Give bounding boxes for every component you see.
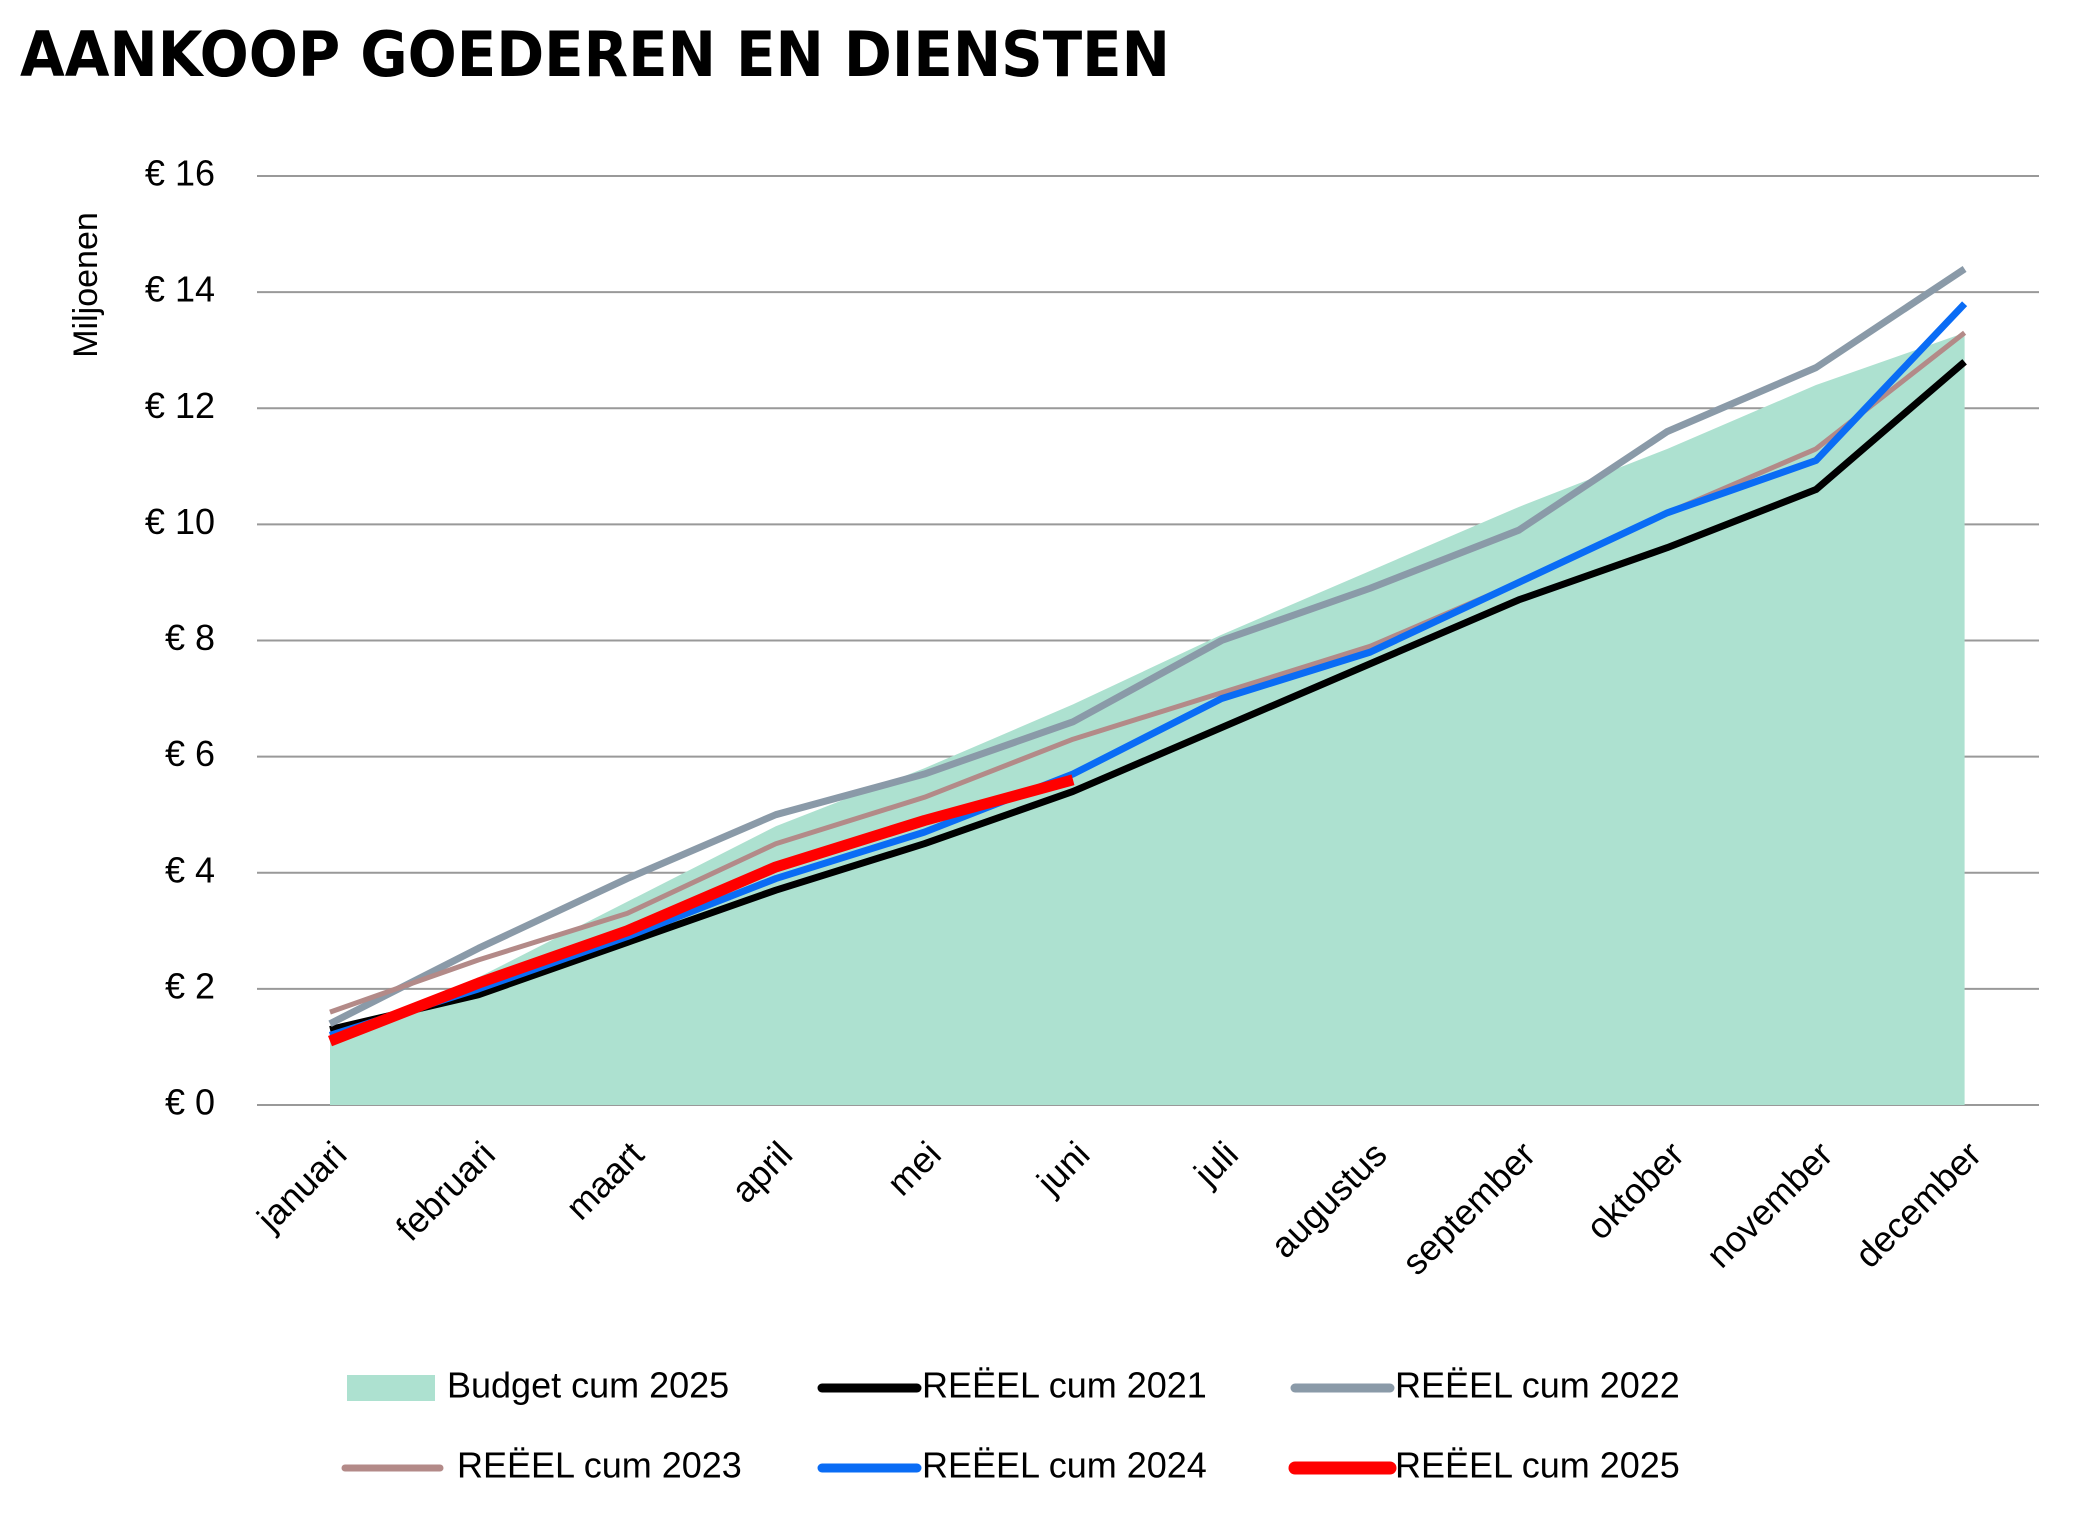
- y-tick-label: € 12: [145, 385, 215, 426]
- x-tick-label: maart: [558, 1133, 652, 1227]
- y-tick-label: € 6: [165, 733, 215, 774]
- legend-label: REËEL cum 2022: [1395, 1365, 1680, 1406]
- x-tick-label: november: [1698, 1133, 1840, 1275]
- legend-swatch: [347, 1375, 435, 1401]
- chart-title: AANKOOP GOEDEREN EN DIENSTEN: [20, 18, 1170, 91]
- y-tick-label: € 2: [165, 965, 215, 1006]
- y-axis-label: Miljoenen: [67, 212, 105, 358]
- x-tick-label: mei: [879, 1133, 949, 1203]
- legend-label: REËEL cum 2021: [922, 1365, 1207, 1406]
- y-tick-label: € 14: [145, 269, 215, 310]
- line: [329, 359, 1967, 1033]
- legend-label: REËEL cum 2025: [1395, 1445, 1680, 1486]
- x-tick-label: februari: [388, 1133, 503, 1248]
- x-tick-label: januari: [248, 1133, 354, 1239]
- y-tick-label: € 8: [165, 617, 215, 658]
- x-tick-label: september: [1394, 1133, 1543, 1282]
- legend-label: REËEL cum 2024: [922, 1445, 1207, 1486]
- x-tick-label: juli: [1185, 1133, 1246, 1194]
- x-tick-label: oktober: [1578, 1133, 1692, 1247]
- y-tick-label: € 10: [145, 501, 215, 542]
- legend-label: REËEL cum 2023: [457, 1445, 742, 1486]
- y-tick-label: € 0: [165, 1082, 215, 1123]
- legend-label: Budget cum 2025: [447, 1365, 729, 1406]
- y-tick-label: € 16: [145, 153, 215, 194]
- x-tick-label: april: [723, 1133, 800, 1210]
- line: [327, 774, 1075, 1047]
- area: [330, 332, 1965, 1105]
- line: [328, 265, 1967, 1027]
- y-tick-label: € 4: [165, 849, 215, 890]
- x-tick-label: augustus: [1262, 1133, 1394, 1265]
- x-tick-label: december: [1847, 1133, 1989, 1275]
- x-tick-label: juni: [1028, 1133, 1097, 1202]
